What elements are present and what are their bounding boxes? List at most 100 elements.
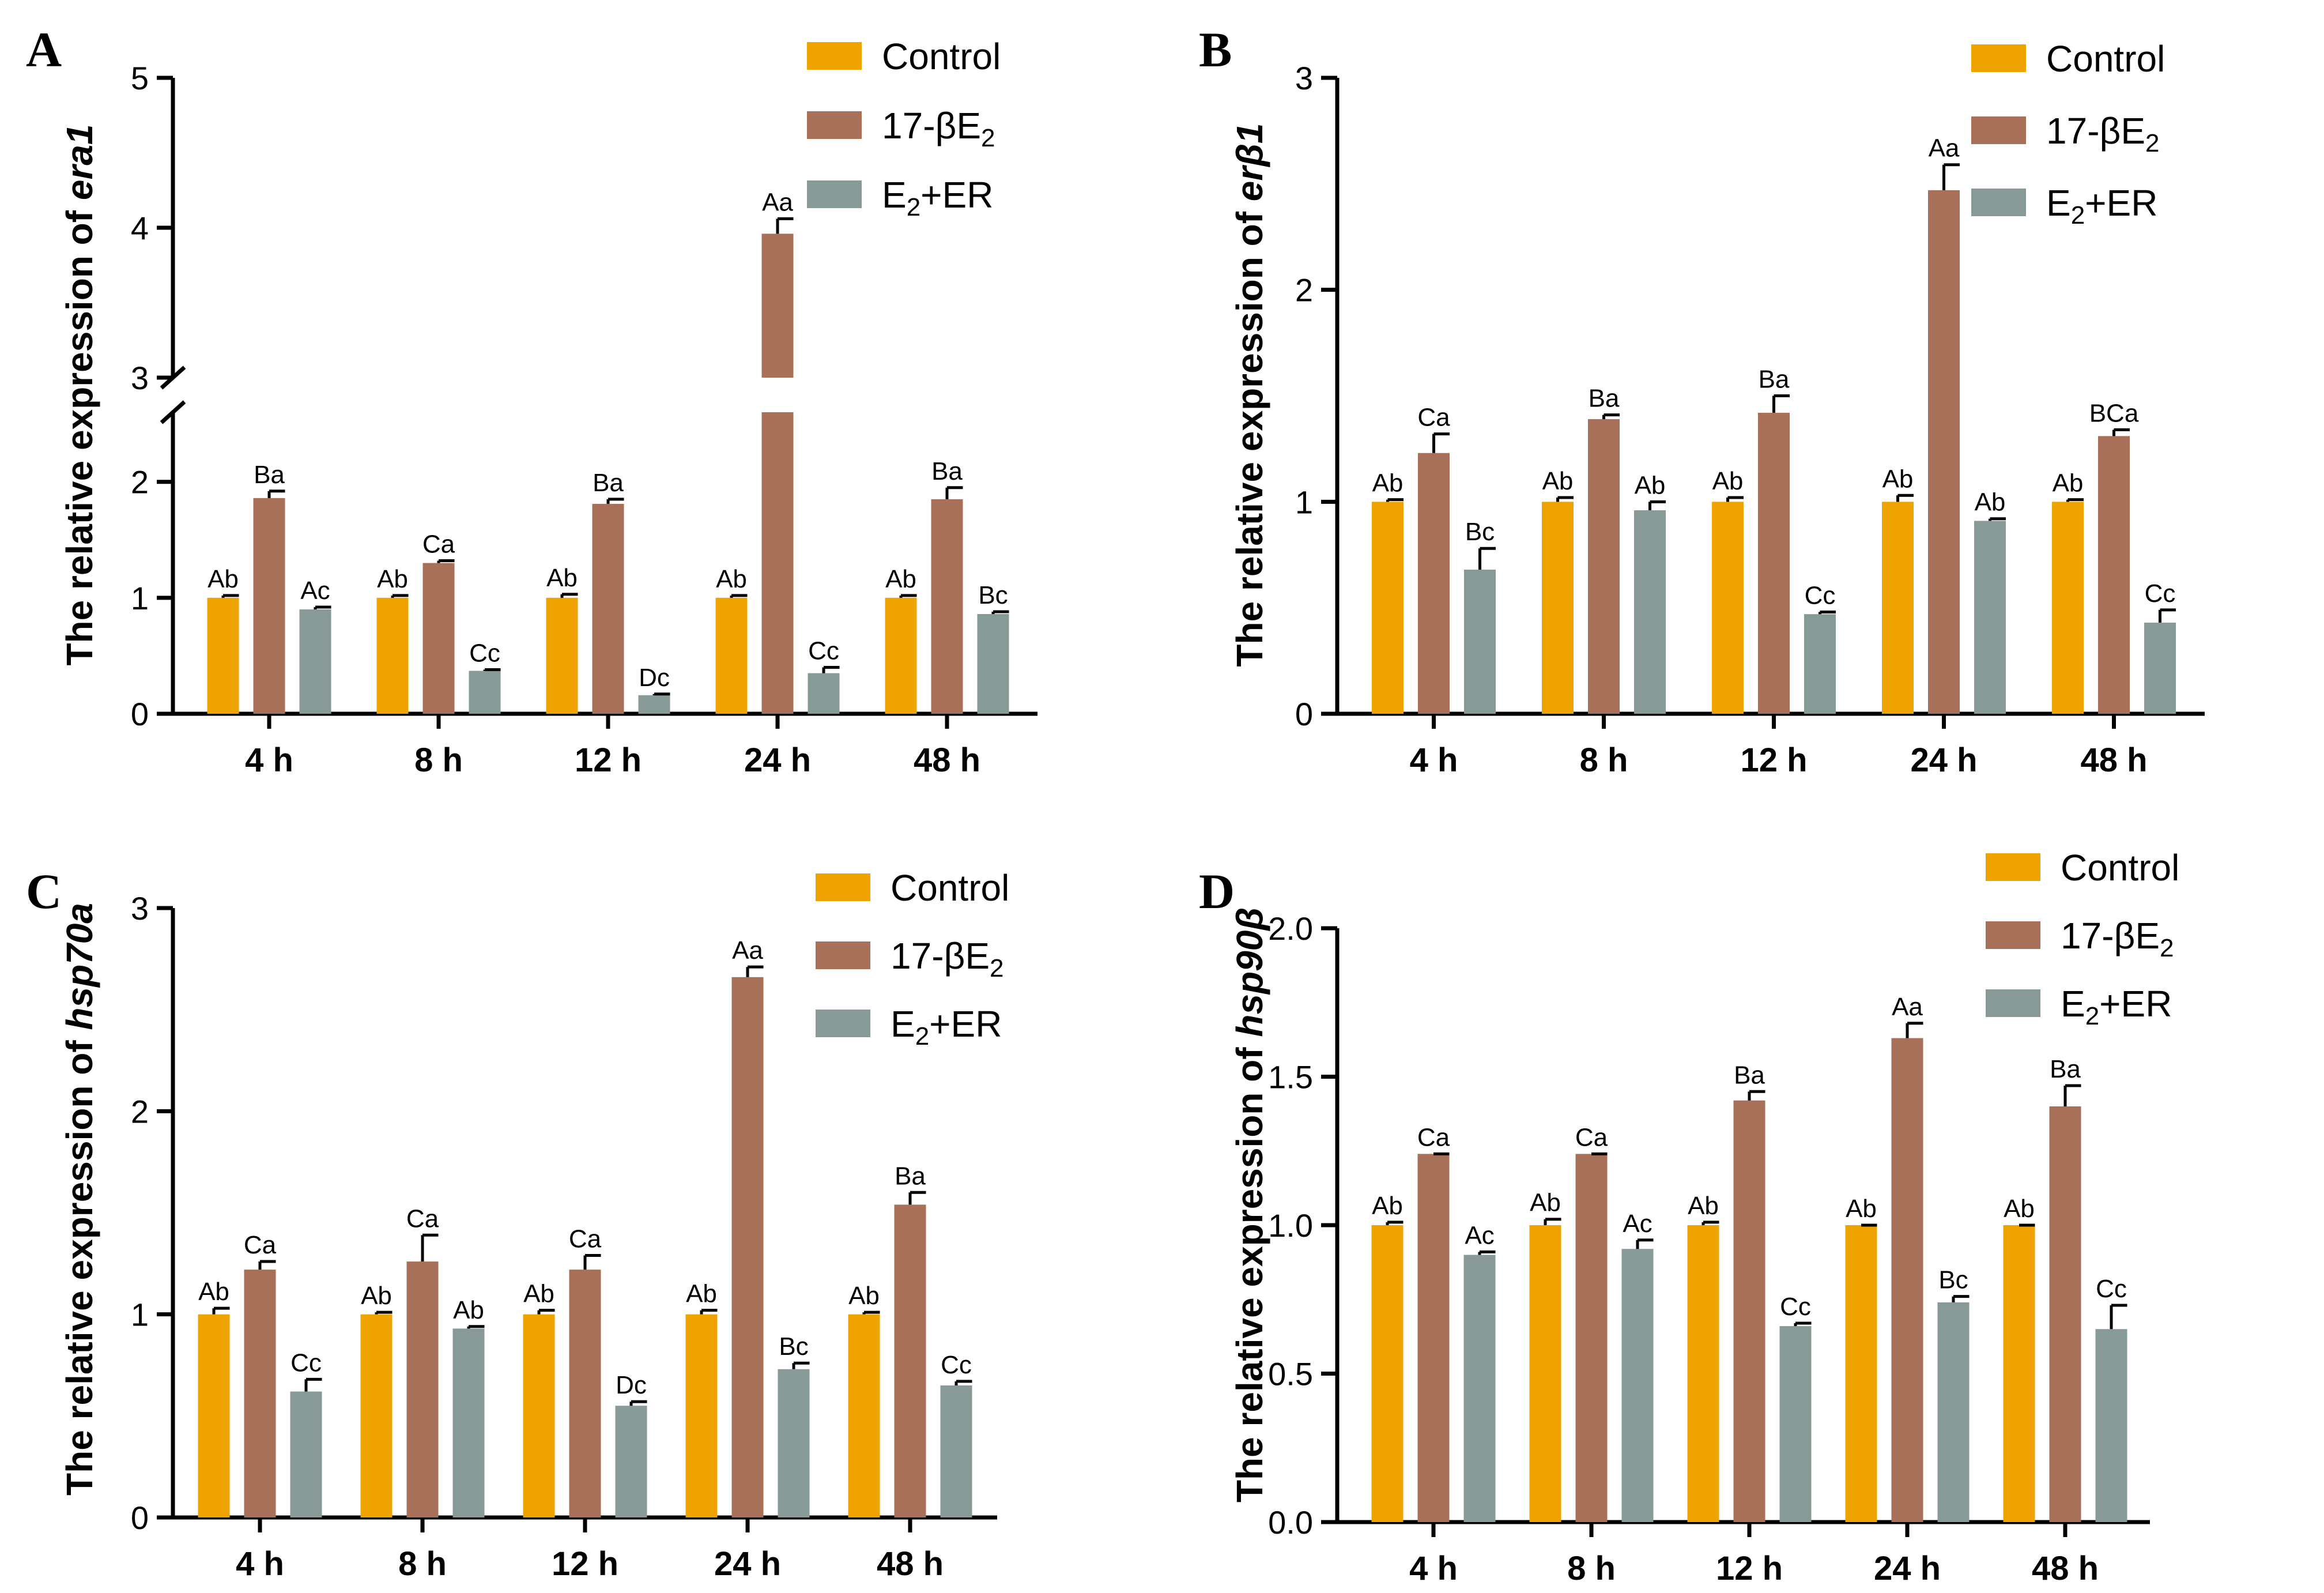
bar <box>1937 1302 1970 1522</box>
bar <box>253 498 285 714</box>
bar <box>523 1314 555 1517</box>
error-bar <box>1386 1221 1404 1225</box>
bar-label: Ab <box>716 565 747 593</box>
y-tick-label: 4 <box>131 210 149 246</box>
y-tick-label: 1.5 <box>1268 1059 1313 1095</box>
bar-label: Ca <box>1575 1123 1608 1151</box>
y-axis-label: The relative expression of hsp90β <box>1229 907 1270 1502</box>
y-tick-label: 1 <box>1295 484 1313 520</box>
bar <box>592 503 624 714</box>
error-bar <box>1556 496 1574 502</box>
bar <box>894 1204 926 1517</box>
bar-label: Ab <box>1688 1192 1719 1220</box>
bar-label: Ba <box>1734 1061 1765 1089</box>
bar <box>1758 412 1790 714</box>
error-bar <box>1701 1221 1719 1225</box>
bar <box>1417 1154 1450 1522</box>
bar-label: Cc <box>469 639 500 668</box>
legend-label-main: 17-βE <box>2061 915 2160 956</box>
bar-label: Ba <box>593 469 624 497</box>
x-tick-label: 24 h <box>744 741 811 779</box>
legend-label: E2+ER <box>891 1003 1002 1050</box>
x-tick-label: 12 h <box>1716 1550 1783 1587</box>
error-bar <box>730 594 748 598</box>
bar-label: Ab <box>523 1280 554 1308</box>
bar <box>1634 510 1666 714</box>
y-tick-label: 0.0 <box>1268 1504 1313 1541</box>
x-tick-label: 12 h <box>1740 741 1807 779</box>
y-axis-label-gene: hsp70a <box>59 903 100 1030</box>
x-tick-label: 8 h <box>398 1545 447 1583</box>
error-bar <box>421 1233 439 1262</box>
error-bar <box>221 594 239 598</box>
bar-label: Aa <box>1929 134 1960 163</box>
bar <box>299 609 331 714</box>
error-bar <box>1952 1295 1970 1302</box>
y-tick-label: 5 <box>131 60 149 96</box>
x-tick-label: 24 h <box>714 1545 781 1583</box>
y-tick-label: 2 <box>131 1093 149 1129</box>
y-tick-label: 0 <box>1295 696 1313 732</box>
legend-swatch <box>1986 853 2040 881</box>
legend-label: Control <box>891 867 1009 909</box>
error-bar <box>1386 498 1404 502</box>
x-tick-label: 8 h <box>414 741 463 779</box>
bar <box>290 1391 322 1517</box>
bar <box>1575 1154 1608 1522</box>
legend-swatch <box>816 873 870 901</box>
legend-label-main: 17-βE <box>891 935 990 977</box>
error-bar <box>2110 1304 2127 1330</box>
y-tick-label: 2 <box>131 464 149 500</box>
bar-label: Cc <box>808 637 839 665</box>
error-bar <box>304 1377 322 1392</box>
bar-label: Ca <box>422 530 455 558</box>
bar <box>1588 419 1620 714</box>
error-bar <box>792 1361 810 1369</box>
bar-label: Ac <box>300 577 330 605</box>
bar <box>778 1369 810 1517</box>
legend-swatch <box>1986 989 2040 1017</box>
bar <box>1804 614 1836 714</box>
bar-label: Dc <box>616 1371 647 1399</box>
bar-label: Ab <box>198 1278 229 1306</box>
error-bar <box>267 489 285 498</box>
error-bar <box>258 1260 276 1270</box>
bar <box>1928 190 1960 714</box>
legend-label-main: E <box>2061 983 2085 1025</box>
legend-label: E2+ER <box>882 174 993 221</box>
panel-B: B The relative expression of erβ1 0 1 2 3 4 h A… <box>1199 22 2205 779</box>
panel-letter: A <box>26 22 62 77</box>
bar <box>1418 453 1450 714</box>
bar-label: Ca <box>569 1225 602 1253</box>
error-bar <box>1896 494 1914 502</box>
legend-label-main: E <box>891 1003 915 1045</box>
bar <box>376 597 409 714</box>
x-tick-label: 24 h <box>1874 1550 1941 1587</box>
bar-label: Ab <box>1530 1189 1561 1217</box>
legend-label: E2+ER <box>2046 182 2157 229</box>
x-tick-label: 48 h <box>2080 741 2147 779</box>
bar-label: Ab <box>207 565 239 593</box>
x-tick-label: 8 h <box>1580 741 1628 779</box>
bar-label: Ab <box>1542 467 1574 495</box>
y-axis-label: The relative expression of era1 <box>59 124 100 665</box>
y-tick-label: 0.5 <box>1268 1356 1313 1392</box>
error-bar <box>822 666 840 673</box>
x-tick-label: 48 h <box>914 741 980 779</box>
panel-letter: B <box>1199 22 1232 77</box>
legend-label: Control <box>2046 38 2165 80</box>
error-bar <box>1544 1218 1561 1225</box>
legend-swatch <box>816 1010 870 1037</box>
error-bar <box>629 1400 647 1406</box>
bar <box>1779 1326 1812 1522</box>
bar-label: Ca <box>406 1204 439 1233</box>
bar-label: Ca <box>244 1231 277 1259</box>
legend-label-main: Control <box>2061 847 2179 888</box>
bar-label: Ba <box>895 1162 926 1190</box>
bar-label: Bc <box>978 581 1008 609</box>
bar-label: Ac <box>1465 1221 1494 1249</box>
error-bar <box>1989 517 2006 521</box>
bar <box>2144 622 2176 714</box>
x-tick-label: 4 h <box>236 1545 284 1583</box>
